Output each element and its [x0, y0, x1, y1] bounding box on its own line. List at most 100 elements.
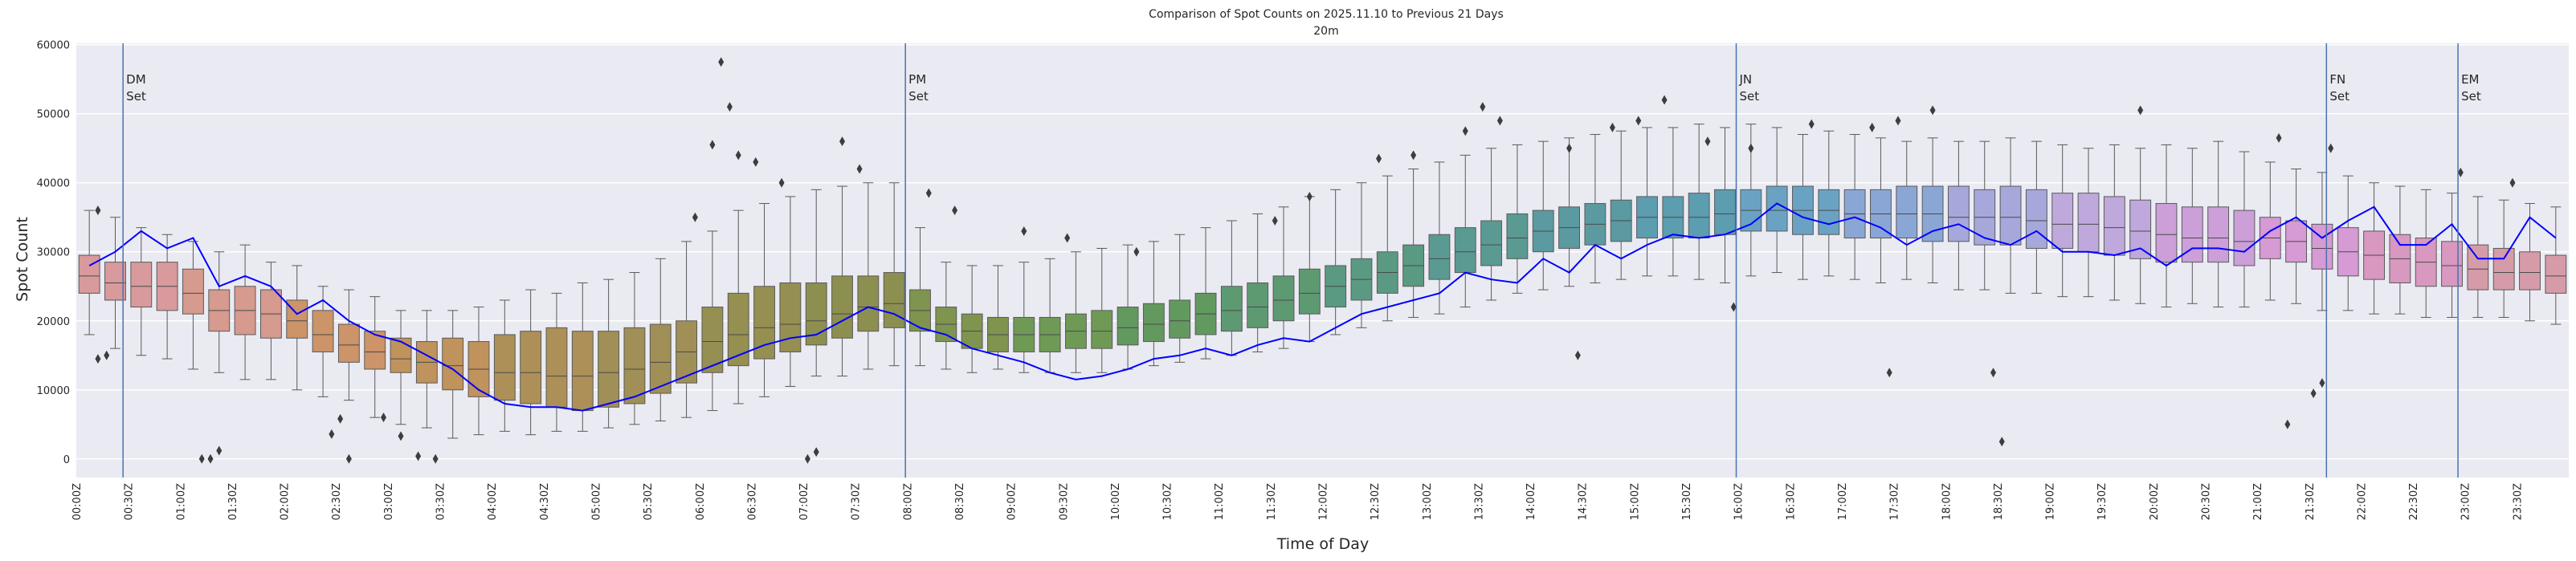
box	[2103, 196, 2125, 256]
box	[1454, 227, 1476, 274]
box	[1117, 307, 1139, 346]
outlier-point	[1808, 119, 1815, 129]
box	[2519, 251, 2541, 291]
x-tick-label: 09:30Z	[1058, 483, 1070, 520]
box	[649, 323, 672, 394]
y-tick-label: 20000	[37, 316, 70, 328]
outlier-point	[1133, 246, 1140, 257]
x-tick-label: 20:30Z	[2200, 483, 2212, 520]
outlier-point	[1480, 102, 1486, 112]
x-tick-label: 18:00Z	[1941, 483, 1953, 520]
outlier-point	[1869, 122, 1876, 132]
outlier-point	[95, 354, 101, 364]
box	[364, 331, 386, 370]
box	[1999, 185, 2022, 246]
outlier-point	[2276, 132, 2282, 143]
box	[2025, 189, 2047, 249]
outlier-point	[95, 205, 101, 216]
x-tick-label: 17:00Z	[1837, 483, 1849, 520]
outlier-point	[1272, 216, 1278, 226]
outlier-point	[1704, 136, 1711, 147]
y-axis-label: Spot Count	[14, 217, 31, 302]
outlier-point	[925, 188, 932, 198]
box	[701, 307, 724, 373]
x-tick-label: 06:30Z	[746, 483, 758, 520]
box	[2051, 193, 2074, 249]
x-tick-label: 04:00Z	[487, 483, 499, 520]
set-marker-label: Set	[908, 89, 929, 104]
outlier-point	[216, 445, 222, 456]
set-marker-label: DM	[126, 72, 146, 87]
box	[104, 262, 126, 301]
x-tick-label: 11:00Z	[1214, 483, 1226, 520]
set-markers: DM Set PM Set JN Set FN Set EM Set	[122, 43, 2481, 478]
box	[2181, 206, 2203, 263]
box	[753, 286, 775, 360]
outlier-point	[1895, 116, 1901, 126]
box	[390, 337, 412, 373]
box	[1142, 303, 1165, 343]
x-tick-label: 11:30Z	[1266, 483, 1278, 520]
outlier-point	[2137, 105, 2144, 116]
set-marker-label: Set	[2461, 89, 2481, 104]
outlier-point	[1748, 143, 1754, 153]
set-marker-label: Set	[126, 89, 146, 104]
x-tick-label: 07:30Z	[851, 483, 863, 520]
x-tick-label: 22:00Z	[2356, 483, 2368, 520]
box	[2492, 247, 2515, 291]
today-line	[88, 202, 2557, 412]
outlier-point	[1376, 153, 1382, 164]
box	[1818, 189, 1840, 235]
box	[493, 334, 516, 401]
x-tick-label: 00:00Z	[71, 483, 84, 520]
box	[1247, 282, 1269, 328]
chart-title: Comparison of Spot Counts on 2025.11.10 …	[1149, 8, 1504, 21]
box	[1506, 213, 1529, 259]
box	[1714, 189, 1736, 235]
box	[1298, 268, 1321, 315]
box	[312, 310, 334, 352]
x-tick-label: 22:30Z	[2408, 483, 2420, 520]
outlier-point	[2328, 143, 2334, 153]
set-marker-label: JN	[1739, 72, 1753, 87]
box	[1688, 193, 1710, 239]
today-line-group	[88, 202, 2557, 412]
y-tick-labels: 0 10000 20000 30000 40000 50000 60000	[37, 40, 70, 466]
outlier-point	[1609, 122, 1615, 132]
outlier-point	[198, 453, 205, 464]
x-tick-label: 01:00Z	[175, 483, 187, 520]
x-tick-label: 05:30Z	[643, 483, 655, 520]
outlier-point	[813, 447, 819, 457]
x-tick-labels: 00:00Z 00:30Z 01:00Z 01:30Z 02:00Z 02:30Z 03:0…	[71, 483, 2524, 520]
set-marker-label: FN	[2329, 72, 2345, 87]
outlier-point	[1566, 143, 1573, 153]
y-tick-label: 0	[63, 454, 70, 466]
outlier-point	[415, 451, 422, 461]
x-tick-label: 15:00Z	[1629, 483, 1641, 520]
outlier-point	[1635, 116, 1642, 126]
set-marker-label: PM	[908, 72, 926, 87]
x-tick-label: 10:30Z	[1162, 483, 1174, 520]
outlier-point	[718, 57, 725, 67]
set-marker-label: EM	[2461, 72, 2479, 87]
outlier-point	[856, 164, 863, 174]
outlier-point	[709, 140, 716, 150]
box	[2467, 244, 2489, 291]
box	[442, 337, 464, 391]
outlier-point	[1410, 150, 1417, 161]
x-tick-label: 04:30Z	[539, 483, 551, 520]
chart-subtitle: 20m	[1313, 25, 1338, 38]
box	[1896, 185, 1918, 239]
box	[1947, 185, 1970, 242]
x-tick-label: 13:30Z	[1473, 483, 1485, 520]
box	[2207, 206, 2230, 263]
x-tick-label: 09:00Z	[1006, 483, 1019, 520]
box	[2545, 254, 2567, 294]
outlier-point	[952, 205, 958, 216]
set-marker-label: Set	[2329, 89, 2349, 104]
box	[727, 292, 749, 367]
x-tick-label: 05:00Z	[590, 483, 602, 520]
x-tick-label: 00:30Z	[124, 483, 136, 520]
outlier-point	[1929, 105, 1936, 116]
outlier-point	[329, 429, 335, 439]
